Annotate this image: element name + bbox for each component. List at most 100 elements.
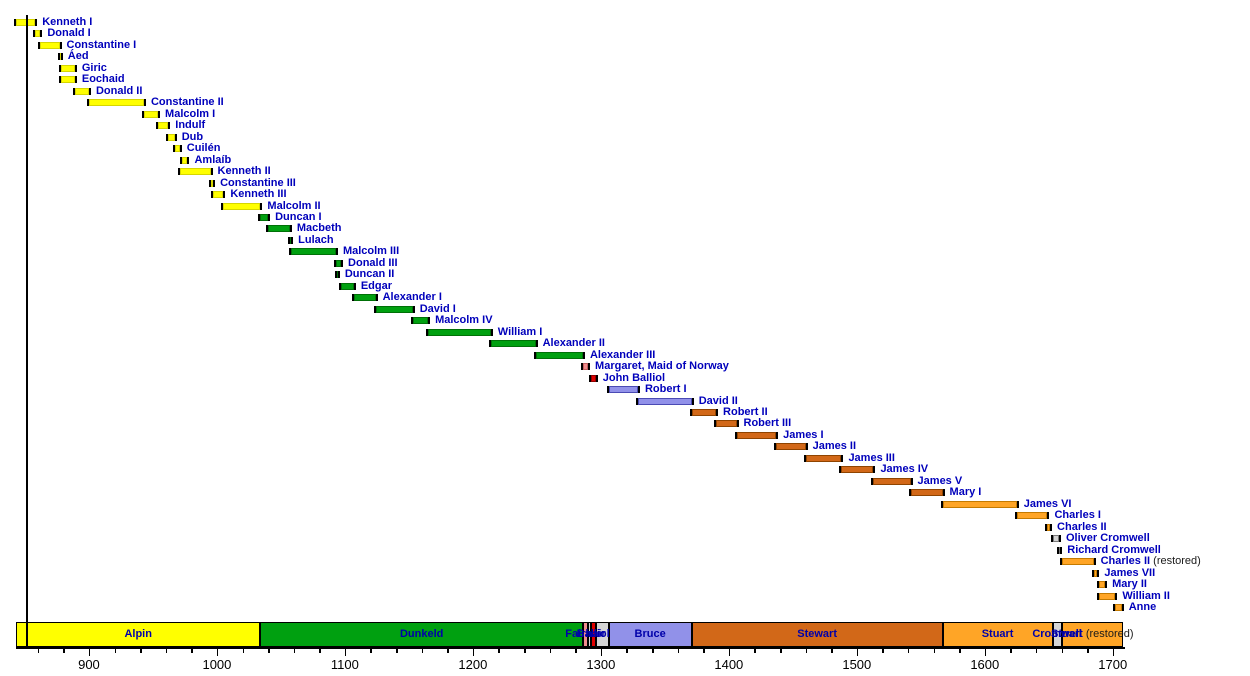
monarch-name: Constantine II [150,96,224,109]
reign-bar [168,133,175,141]
x-axis-tick-label: 1100 [330,657,359,672]
dynasty-band-segment [588,622,591,647]
reign-bar [60,76,75,84]
monarch-name: James III [848,451,895,464]
reign-bar [582,363,589,371]
monarch-label: John Balliol [602,371,666,384]
monarch-label: Mary I [950,487,982,498]
monarch-name: Donald III [348,256,398,269]
monarch-name: James II [812,440,857,453]
monarch-name: Cuilén [186,142,221,155]
monarch-name: Kenneth III [230,188,287,201]
reign-start-tick [1091,569,1094,577]
x-axis-minor-tick [37,649,40,653]
monarch-name: James VII [1104,566,1156,579]
monarch-name: Amlaíb [194,153,232,166]
dynasty-band-segment [590,622,596,647]
monarch-label: James III [848,451,895,464]
monarch-name: Malcolm IV [435,314,493,327]
monarch-name: Indulf [175,119,206,132]
monarch-name: John Balliol [602,371,666,384]
monarch-label: Oliver Cromwell [1066,533,1150,544]
x-axis-minor-tick [1087,649,1089,653]
monarch-name: Duncan I [275,210,322,223]
reign-end-tick [1060,546,1063,554]
monarch-label: James VII [1104,566,1156,579]
monarch-label: Anne [1129,601,1157,613]
y-axis-spine [26,15,28,649]
reign-end-tick [595,374,598,382]
reign-end-tick [412,305,415,313]
monarch-name: James V [917,474,963,487]
x-axis-minor-tick [1061,649,1064,653]
monarch-label: Donald I [47,28,90,39]
reign-end-tick [88,87,91,95]
x-axis-minor-tick [524,649,526,653]
reign-bar [1098,592,1116,600]
dynasty-band-segment [608,622,692,647]
monarch-name: Giric [81,61,107,74]
x-axis-minor-tick [1035,649,1038,653]
x-axis-tick-label: 1600 [970,657,1000,672]
monarch-label: Charles II (restored) [1101,556,1201,567]
monarch-label: James II [813,441,856,452]
reign-start-tick [289,248,292,256]
reign-bar [1016,512,1048,520]
monarch-name: Oliver Cromwell [1066,532,1150,545]
reign-bar [1093,569,1098,577]
reign-end-tick [776,431,779,439]
monarch-label: Alexander I [383,292,442,303]
reign-bar [490,340,536,348]
monarch-name: James I [783,428,824,441]
monarch-name: Richard Cromwell [1067,543,1161,556]
reign-end-tick [168,122,171,130]
monarch-label: Edgar [361,280,392,292]
reign-start-tick [373,305,376,313]
monarch-name: James IV [880,463,929,476]
x-axis-minor-tick [805,649,808,653]
reign-bar [736,431,777,439]
reign-end-tick [74,76,77,84]
reign-bar [268,225,290,233]
reign-start-tick [166,133,169,141]
x-axis-minor-tick [396,649,398,653]
reign-end-tick [1121,603,1124,611]
reign-start-tick [1057,546,1059,554]
dynasty-band-segment [260,622,583,647]
monarch-label: David I [419,302,456,315]
reign-end-tick [535,340,538,348]
monarch-name: Charles II [1057,520,1107,533]
reign-bar [873,477,911,485]
dynasty-band-segment [691,622,943,647]
reign-start-tick [580,363,583,371]
x-axis-minor-tick [370,649,372,653]
reign-end-tick [582,351,585,359]
monarch-name: Kenneth II [217,165,271,178]
monarch-name: Mary I [949,486,982,499]
reign-end-tick [588,363,591,371]
monarch-label: Robert II [723,406,768,418]
reign-end-tick [213,179,216,187]
monarch-name: David I [419,302,456,315]
reign-end-tick [223,191,226,199]
monarch-name: Macbeth [296,222,342,235]
reign-end-tick [1115,592,1118,600]
monarch-label: Duncan II [345,269,395,280]
reign-end-tick [260,202,263,210]
reign-start-tick [839,466,842,474]
reign-start-tick [335,271,338,279]
reign-bar [375,305,413,313]
reign-bar [1052,535,1059,543]
monarch-name: Charles II [1100,555,1151,568]
dynasty-band-segment [1052,622,1062,647]
monarch-name: James VI [1023,497,1072,510]
dynasty-name: Cromwell [1032,628,1082,640]
monarch-name: Malcolm I [165,107,216,120]
monarch-name: Kenneth I [42,16,93,28]
reign-start-tick [635,397,638,405]
dynasty-band-label: Dunkeld [400,629,443,640]
reign-end-tick [375,294,378,302]
x-axis-minor-tick [293,649,296,653]
reign-end-tick [736,420,739,428]
